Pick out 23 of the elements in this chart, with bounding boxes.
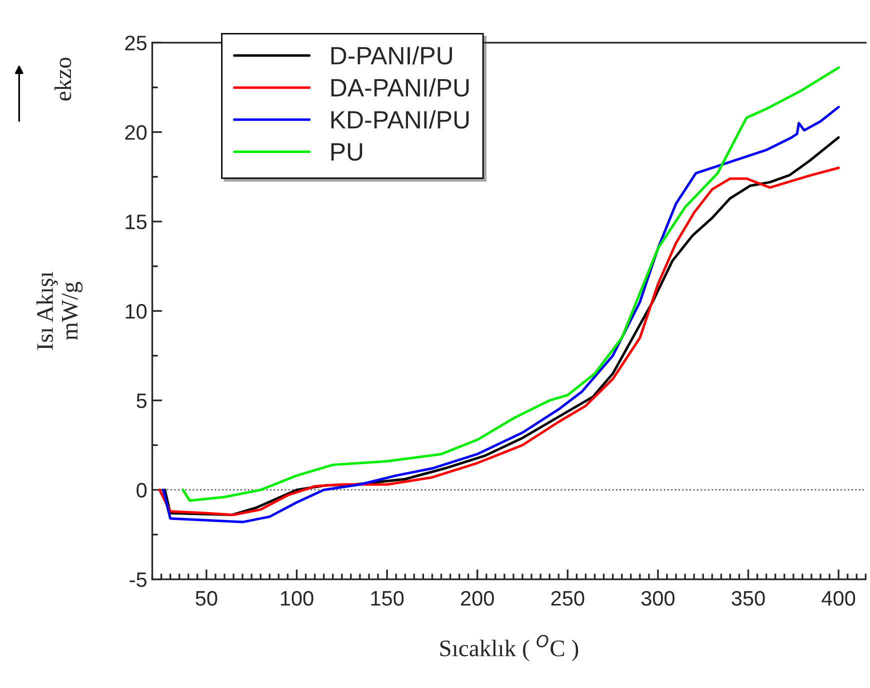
- y-tick-label: 15: [126, 214, 147, 230]
- x-tick-label: 100: [280, 590, 314, 606]
- x-tick-label: 400: [822, 590, 856, 606]
- legend-label: D-PANI/PU: [331, 46, 452, 65]
- y-axis-title: Isı Akışı mW/g: [36, 272, 83, 350]
- x-axis-title: Sıcaklık ( $^{O}$C ): [440, 634, 578, 662]
- y-tick-label: 0: [136, 482, 147, 498]
- y-tick-label: 20: [125, 125, 147, 140]
- legend-label: DA-PANI/PU: [331, 78, 469, 97]
- line-series: [182, 66, 840, 502]
- y-tick-label: -5: [130, 572, 147, 588]
- x-tick-label: 350: [732, 590, 765, 606]
- x-tick-label: 150: [371, 590, 404, 606]
- x-tick-label: 250: [551, 590, 584, 606]
- y-tick-label: 5: [136, 394, 147, 408]
- text: ekzo: [54, 58, 72, 100]
- legend-label: KD-PANI/PU: [331, 110, 469, 129]
- x-tick-label: 200: [461, 590, 494, 606]
- x-tick-label: 300: [641, 590, 675, 606]
- legend-label: PU: [331, 143, 362, 161]
- y-tick-label: 25: [125, 36, 147, 50]
- x-tick-label: 50: [196, 590, 218, 606]
- y-tick-label: 10: [126, 304, 147, 319]
